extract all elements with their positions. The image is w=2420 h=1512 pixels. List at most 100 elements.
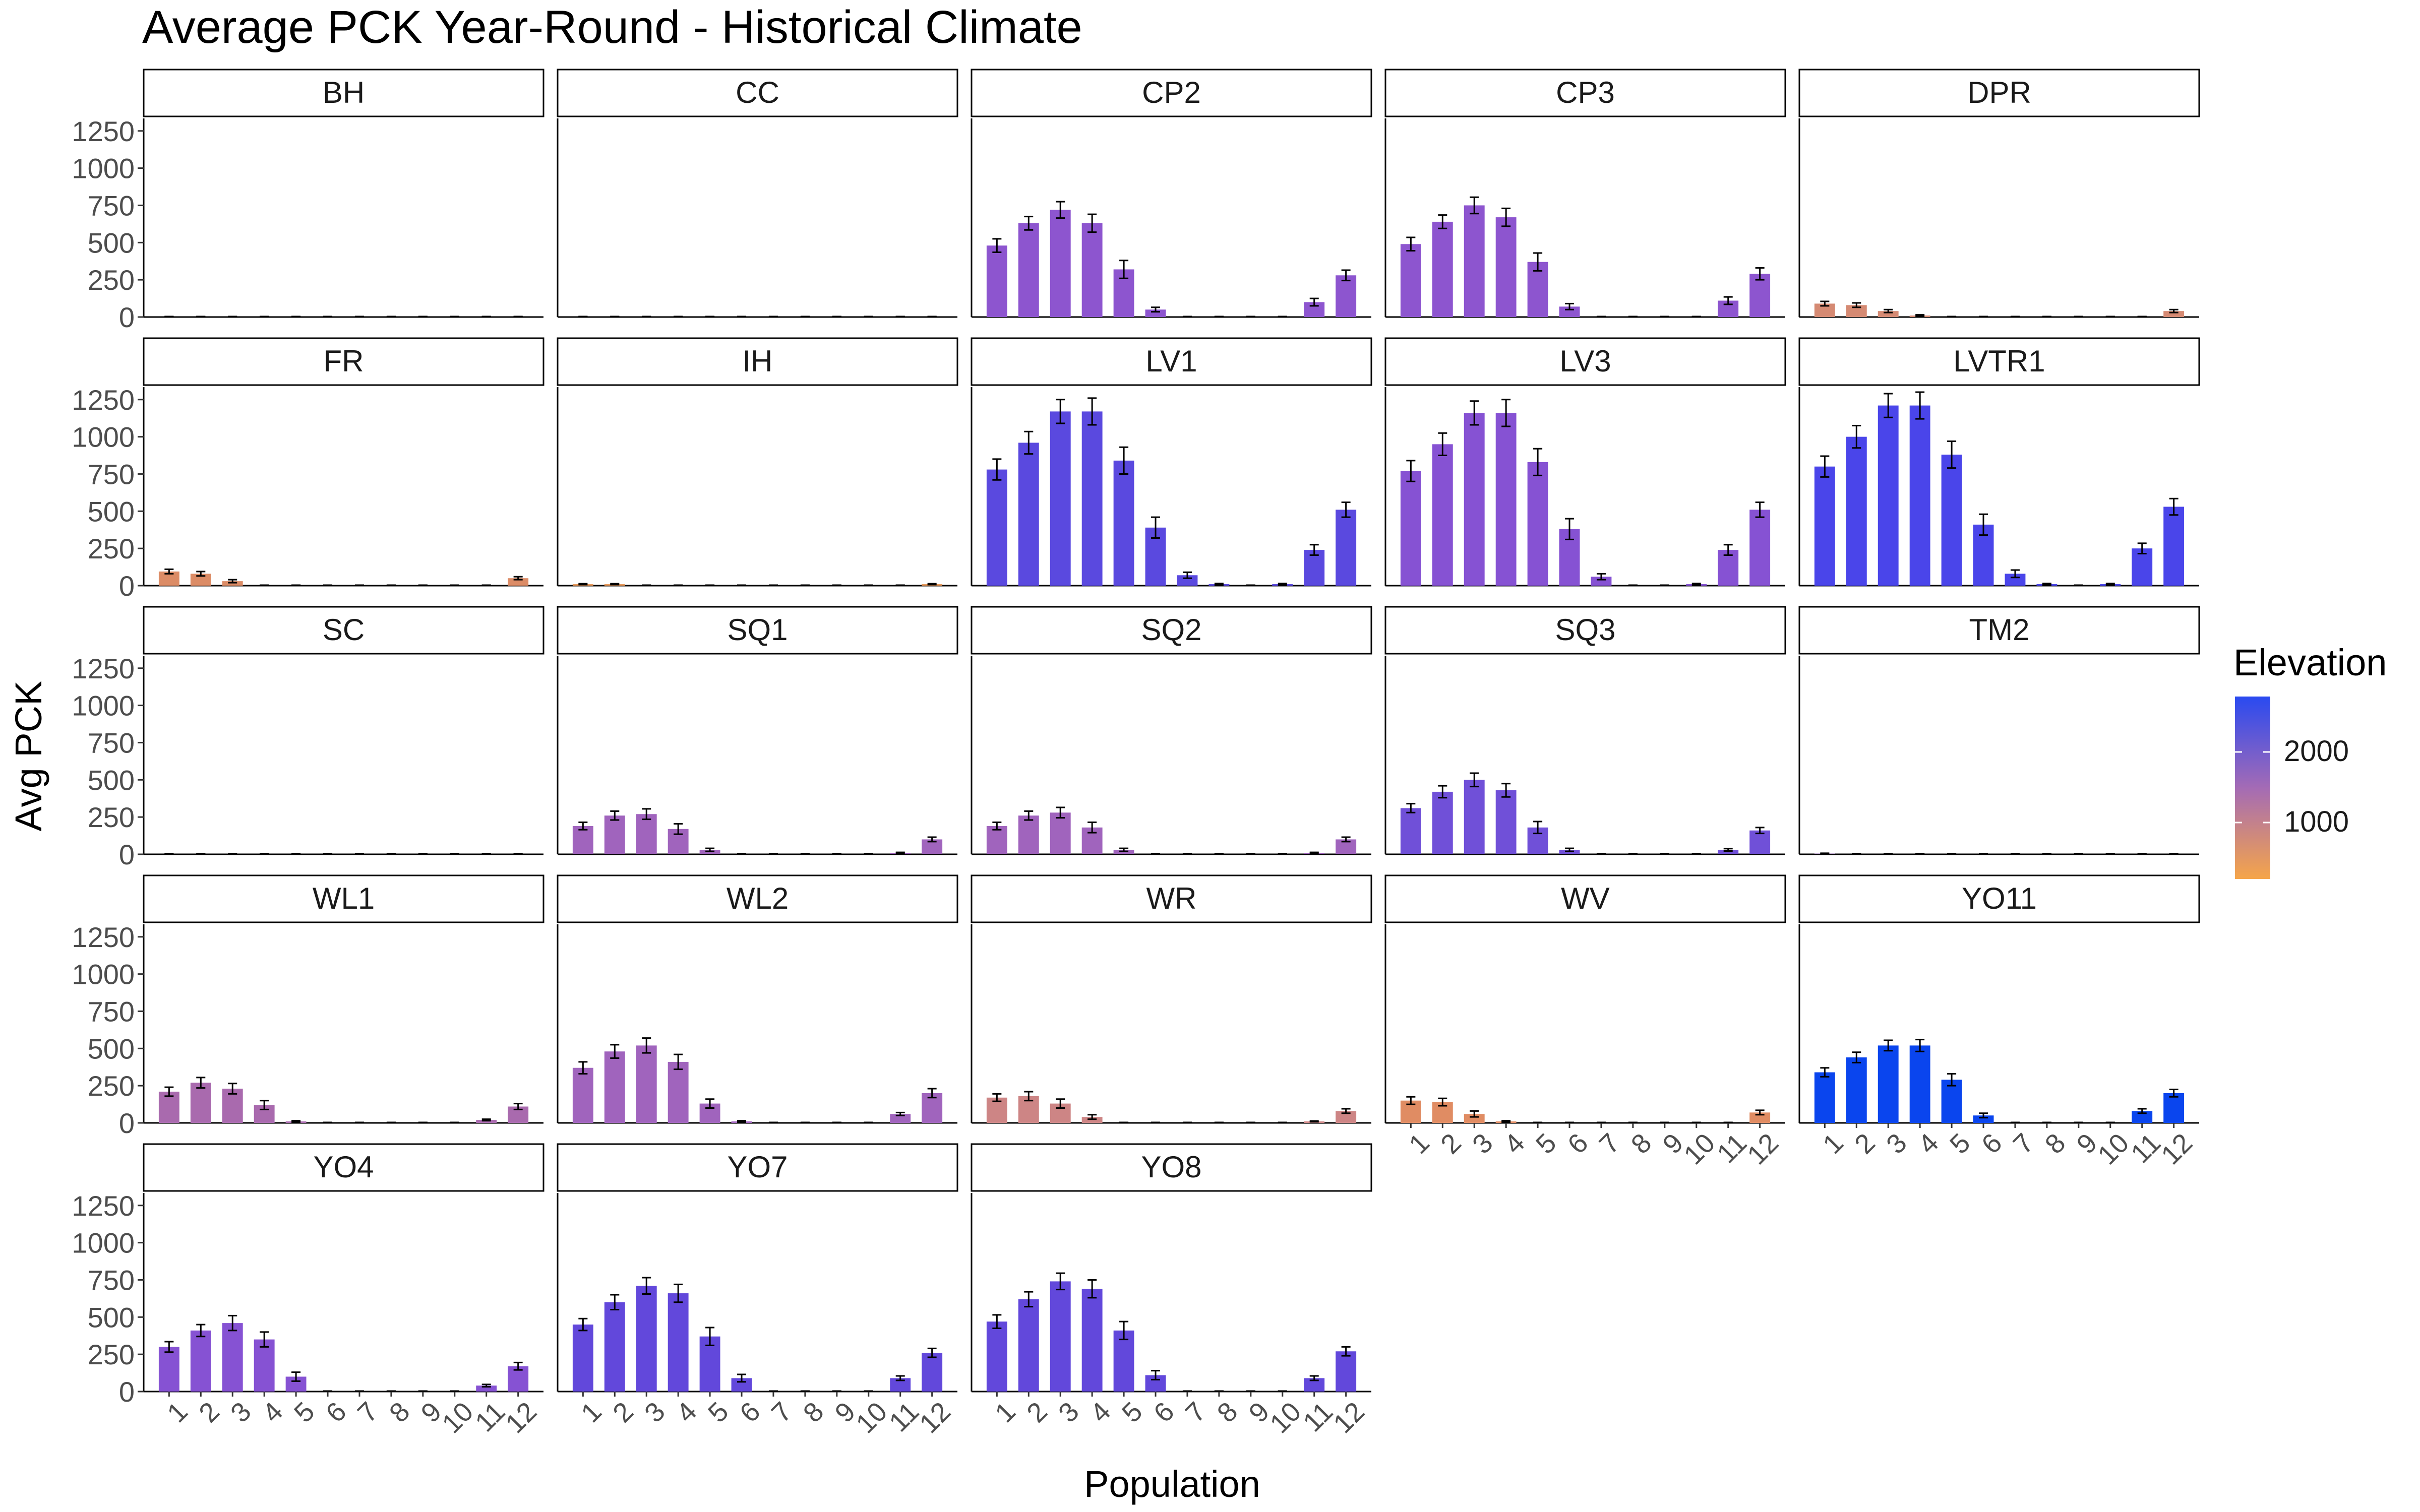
error-bar	[1820, 455, 1830, 478]
error-bar	[610, 1294, 620, 1311]
x-tick-label: 3	[1053, 1396, 1085, 1428]
y-tick-label: 0	[119, 1376, 135, 1408]
facet-strip-label: YO11	[1962, 881, 2037, 915]
error-bar	[1723, 848, 1733, 852]
x-tick-label: 8	[798, 1396, 830, 1428]
facet-strip-label: SQ1	[727, 613, 788, 647]
facet-panel-lv1: LV1	[971, 337, 1372, 587]
error-bar	[1755, 827, 1765, 835]
y-tick-label: 1000	[72, 690, 135, 722]
facet-strip-label: SC	[323, 613, 365, 647]
facet-strip-label: WV	[1561, 881, 1610, 915]
bar	[986, 1321, 1007, 1392]
error-bar	[737, 1373, 747, 1383]
legend-title: Elevation	[2233, 642, 2387, 683]
facet-strip	[971, 69, 1372, 117]
error-bar	[1755, 501, 1765, 518]
y-tick-label: 1000	[72, 421, 135, 453]
facet-strip-label: LVTR1	[1953, 344, 2045, 378]
facet-panel-cp3: CP3	[1384, 69, 1786, 318]
bar	[2005, 574, 2026, 586]
x-tick-label: 4	[671, 1396, 703, 1428]
error-bar	[2169, 308, 2179, 313]
bar	[1113, 1330, 1134, 1392]
bar	[1400, 808, 1421, 854]
error-bar	[1309, 544, 1319, 556]
error-bar	[1565, 847, 1575, 852]
facet-strip	[1384, 337, 1786, 386]
error-bar	[1723, 296, 1733, 305]
error-bar	[481, 1118, 491, 1122]
x-tick-label: 7	[1594, 1127, 1626, 1160]
bar	[2163, 311, 2185, 317]
y-tick-label: 1250	[72, 653, 135, 684]
error-bar	[1915, 1039, 1925, 1052]
facet-panel-tm2: TM2	[1798, 606, 2200, 855]
error-bar	[196, 1324, 206, 1338]
x-tick-label: 12	[1327, 1396, 1370, 1439]
error-bar	[578, 1317, 588, 1332]
bar	[1559, 306, 1580, 317]
facet-strip-label: WL2	[727, 881, 789, 915]
bar	[986, 245, 1007, 317]
error-bar	[1406, 236, 1416, 252]
facet-panel-sq1: SQ1	[557, 606, 958, 855]
error-bar	[1565, 518, 1575, 540]
facet-strip-label: IH	[743, 344, 773, 378]
error-bar	[1470, 1110, 1479, 1118]
bar	[1400, 244, 1421, 317]
y-tick-label: 250	[88, 1339, 135, 1370]
y-tick-label: 500	[88, 227, 135, 259]
error-bar	[1214, 583, 1224, 586]
bar	[1432, 444, 1453, 586]
facet-panel-wr: WR	[971, 874, 1372, 1124]
error-bar	[1501, 399, 1511, 427]
x-tick-label: 6	[1562, 1127, 1594, 1160]
bar	[890, 1114, 911, 1123]
bar	[1749, 830, 1771, 854]
bar	[1527, 462, 1548, 586]
error-bar	[2169, 497, 2179, 516]
x-tick-label: 2	[193, 1396, 225, 1428]
error-bar	[1533, 448, 1543, 476]
x-tick-label: 5	[288, 1396, 321, 1428]
bar	[668, 1061, 689, 1123]
facet-strip	[1798, 606, 2200, 655]
error-bar	[1087, 213, 1097, 233]
error-bar	[1884, 393, 1893, 418]
bar	[1495, 413, 1517, 586]
bar	[1846, 436, 1867, 586]
bar	[1814, 1072, 1835, 1123]
error-bar	[642, 1037, 651, 1054]
error-bar	[1087, 397, 1097, 426]
bar	[1941, 455, 1962, 586]
error-bar	[1947, 1073, 1957, 1087]
error-bar	[1501, 207, 1511, 227]
facet-strip-label: LV1	[1145, 344, 1197, 378]
error-bar	[705, 1098, 715, 1109]
y-tick-label: 0	[119, 570, 135, 602]
x-tick-label: 8	[1625, 1127, 1658, 1160]
error-bar	[1087, 821, 1097, 834]
error-bar	[291, 1371, 301, 1382]
bar	[1846, 305, 1867, 317]
error-bar	[927, 836, 937, 843]
y-tick-label: 1250	[72, 1190, 135, 1222]
bar	[1336, 275, 1357, 317]
x-tick-label: 8	[2039, 1127, 2072, 1160]
x-tick-label: 4	[257, 1396, 289, 1428]
facet-strip	[557, 337, 958, 386]
error-bar	[1884, 1039, 1893, 1052]
x-tick-label: 12	[914, 1396, 956, 1439]
error-bar	[1341, 1346, 1351, 1357]
facet-strip-label: LV3	[1559, 344, 1611, 378]
facet-strip-label: BH	[323, 76, 365, 109]
error-bar	[228, 579, 237, 584]
error-bar	[1309, 1120, 1319, 1123]
x-tick-label: 5	[702, 1396, 735, 1428]
x-tick-label: 2	[1021, 1396, 1053, 1428]
error-bar	[1087, 1114, 1097, 1120]
bar	[1878, 1045, 1899, 1123]
bar	[1495, 217, 1517, 317]
